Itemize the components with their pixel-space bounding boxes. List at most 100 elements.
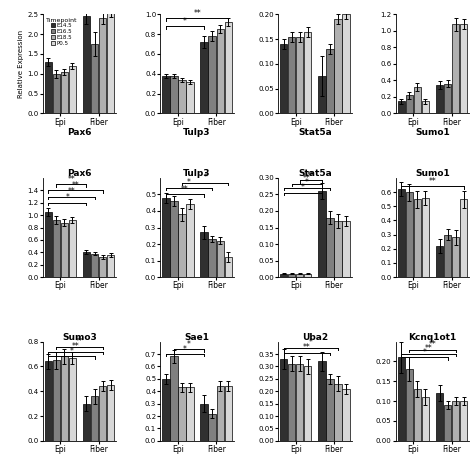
Text: **: ** [428, 177, 437, 186]
Text: *: * [70, 347, 73, 356]
Bar [280, 274, 287, 277]
Bar [444, 84, 451, 113]
Bar [45, 62, 52, 113]
Bar [225, 257, 232, 277]
Bar [91, 396, 98, 441]
Bar [326, 218, 334, 277]
Bar [170, 76, 178, 113]
Text: **: ** [67, 174, 75, 183]
Text: **: ** [307, 171, 315, 180]
Bar [178, 388, 186, 441]
Bar [436, 246, 443, 277]
Bar [422, 198, 429, 277]
Bar [178, 80, 186, 113]
Text: **: ** [72, 181, 79, 190]
Bar [414, 389, 421, 441]
Bar [318, 362, 326, 441]
Bar [452, 401, 459, 441]
Bar [422, 101, 429, 113]
Bar [288, 36, 295, 113]
Bar [406, 192, 413, 277]
Bar [398, 357, 405, 441]
Bar [99, 386, 106, 441]
Bar [217, 386, 224, 441]
Bar [162, 379, 170, 441]
Bar [186, 388, 194, 441]
Text: **: ** [303, 343, 310, 352]
Bar [83, 16, 90, 113]
Text: *: * [183, 17, 187, 26]
Text: **: ** [428, 340, 437, 349]
Bar [178, 214, 186, 277]
Bar [91, 254, 98, 277]
Bar [280, 44, 287, 113]
Bar [162, 76, 170, 113]
Text: **: ** [67, 187, 75, 196]
Bar [342, 389, 350, 441]
Title: Tulp3: Tulp3 [183, 169, 211, 178]
Bar [296, 364, 303, 441]
Bar [45, 212, 52, 277]
Bar [422, 397, 429, 441]
X-axis label: Sumo1: Sumo1 [415, 128, 450, 137]
Bar [398, 101, 405, 113]
Bar [186, 204, 194, 277]
Bar [83, 252, 90, 277]
Bar [296, 36, 303, 113]
Title: Sumo1: Sumo1 [415, 169, 450, 178]
Bar [334, 19, 342, 113]
Bar [53, 220, 60, 277]
Title: Sumo3: Sumo3 [62, 333, 97, 342]
Text: *: * [183, 345, 187, 354]
Bar [217, 29, 224, 113]
Text: **: ** [303, 174, 310, 183]
Text: *: * [187, 339, 191, 348]
Bar [99, 257, 106, 277]
Bar [170, 356, 178, 441]
Bar [406, 369, 413, 441]
Bar [406, 95, 413, 113]
Y-axis label: Relative Expression: Relative Expression [18, 30, 25, 98]
Bar [61, 223, 68, 277]
Bar [45, 362, 52, 441]
Text: *: * [305, 178, 309, 187]
Bar [61, 72, 68, 113]
Text: **: ** [75, 337, 83, 346]
Bar [162, 198, 170, 277]
Bar [288, 274, 295, 277]
Bar [444, 235, 451, 277]
Bar [99, 18, 106, 113]
Bar [209, 36, 216, 113]
Bar [436, 393, 443, 441]
Bar [326, 379, 334, 441]
Bar [201, 42, 208, 113]
Bar [209, 239, 216, 277]
Text: **: ** [425, 344, 432, 353]
Bar [398, 189, 405, 277]
Text: *: * [187, 178, 191, 187]
Bar [107, 385, 114, 441]
Text: *: * [309, 338, 313, 347]
Bar [61, 356, 68, 441]
Bar [304, 366, 311, 441]
X-axis label: Pax6: Pax6 [67, 128, 91, 137]
Bar [91, 44, 98, 113]
Bar [225, 22, 232, 113]
Bar [201, 404, 208, 441]
Bar [201, 232, 208, 277]
X-axis label: Tulp3: Tulp3 [183, 128, 211, 137]
Bar [318, 191, 326, 277]
Bar [69, 358, 76, 441]
Bar [452, 24, 459, 113]
X-axis label: Stat5a: Stat5a [298, 128, 332, 137]
Bar [69, 66, 76, 113]
Title: Pax6: Pax6 [67, 169, 91, 178]
Bar [304, 274, 311, 277]
Text: **: ** [193, 9, 201, 18]
Bar [318, 76, 326, 113]
Bar [304, 32, 311, 113]
Bar [288, 364, 295, 441]
Text: *: * [301, 183, 305, 192]
Bar [436, 85, 443, 113]
Bar [107, 12, 114, 113]
